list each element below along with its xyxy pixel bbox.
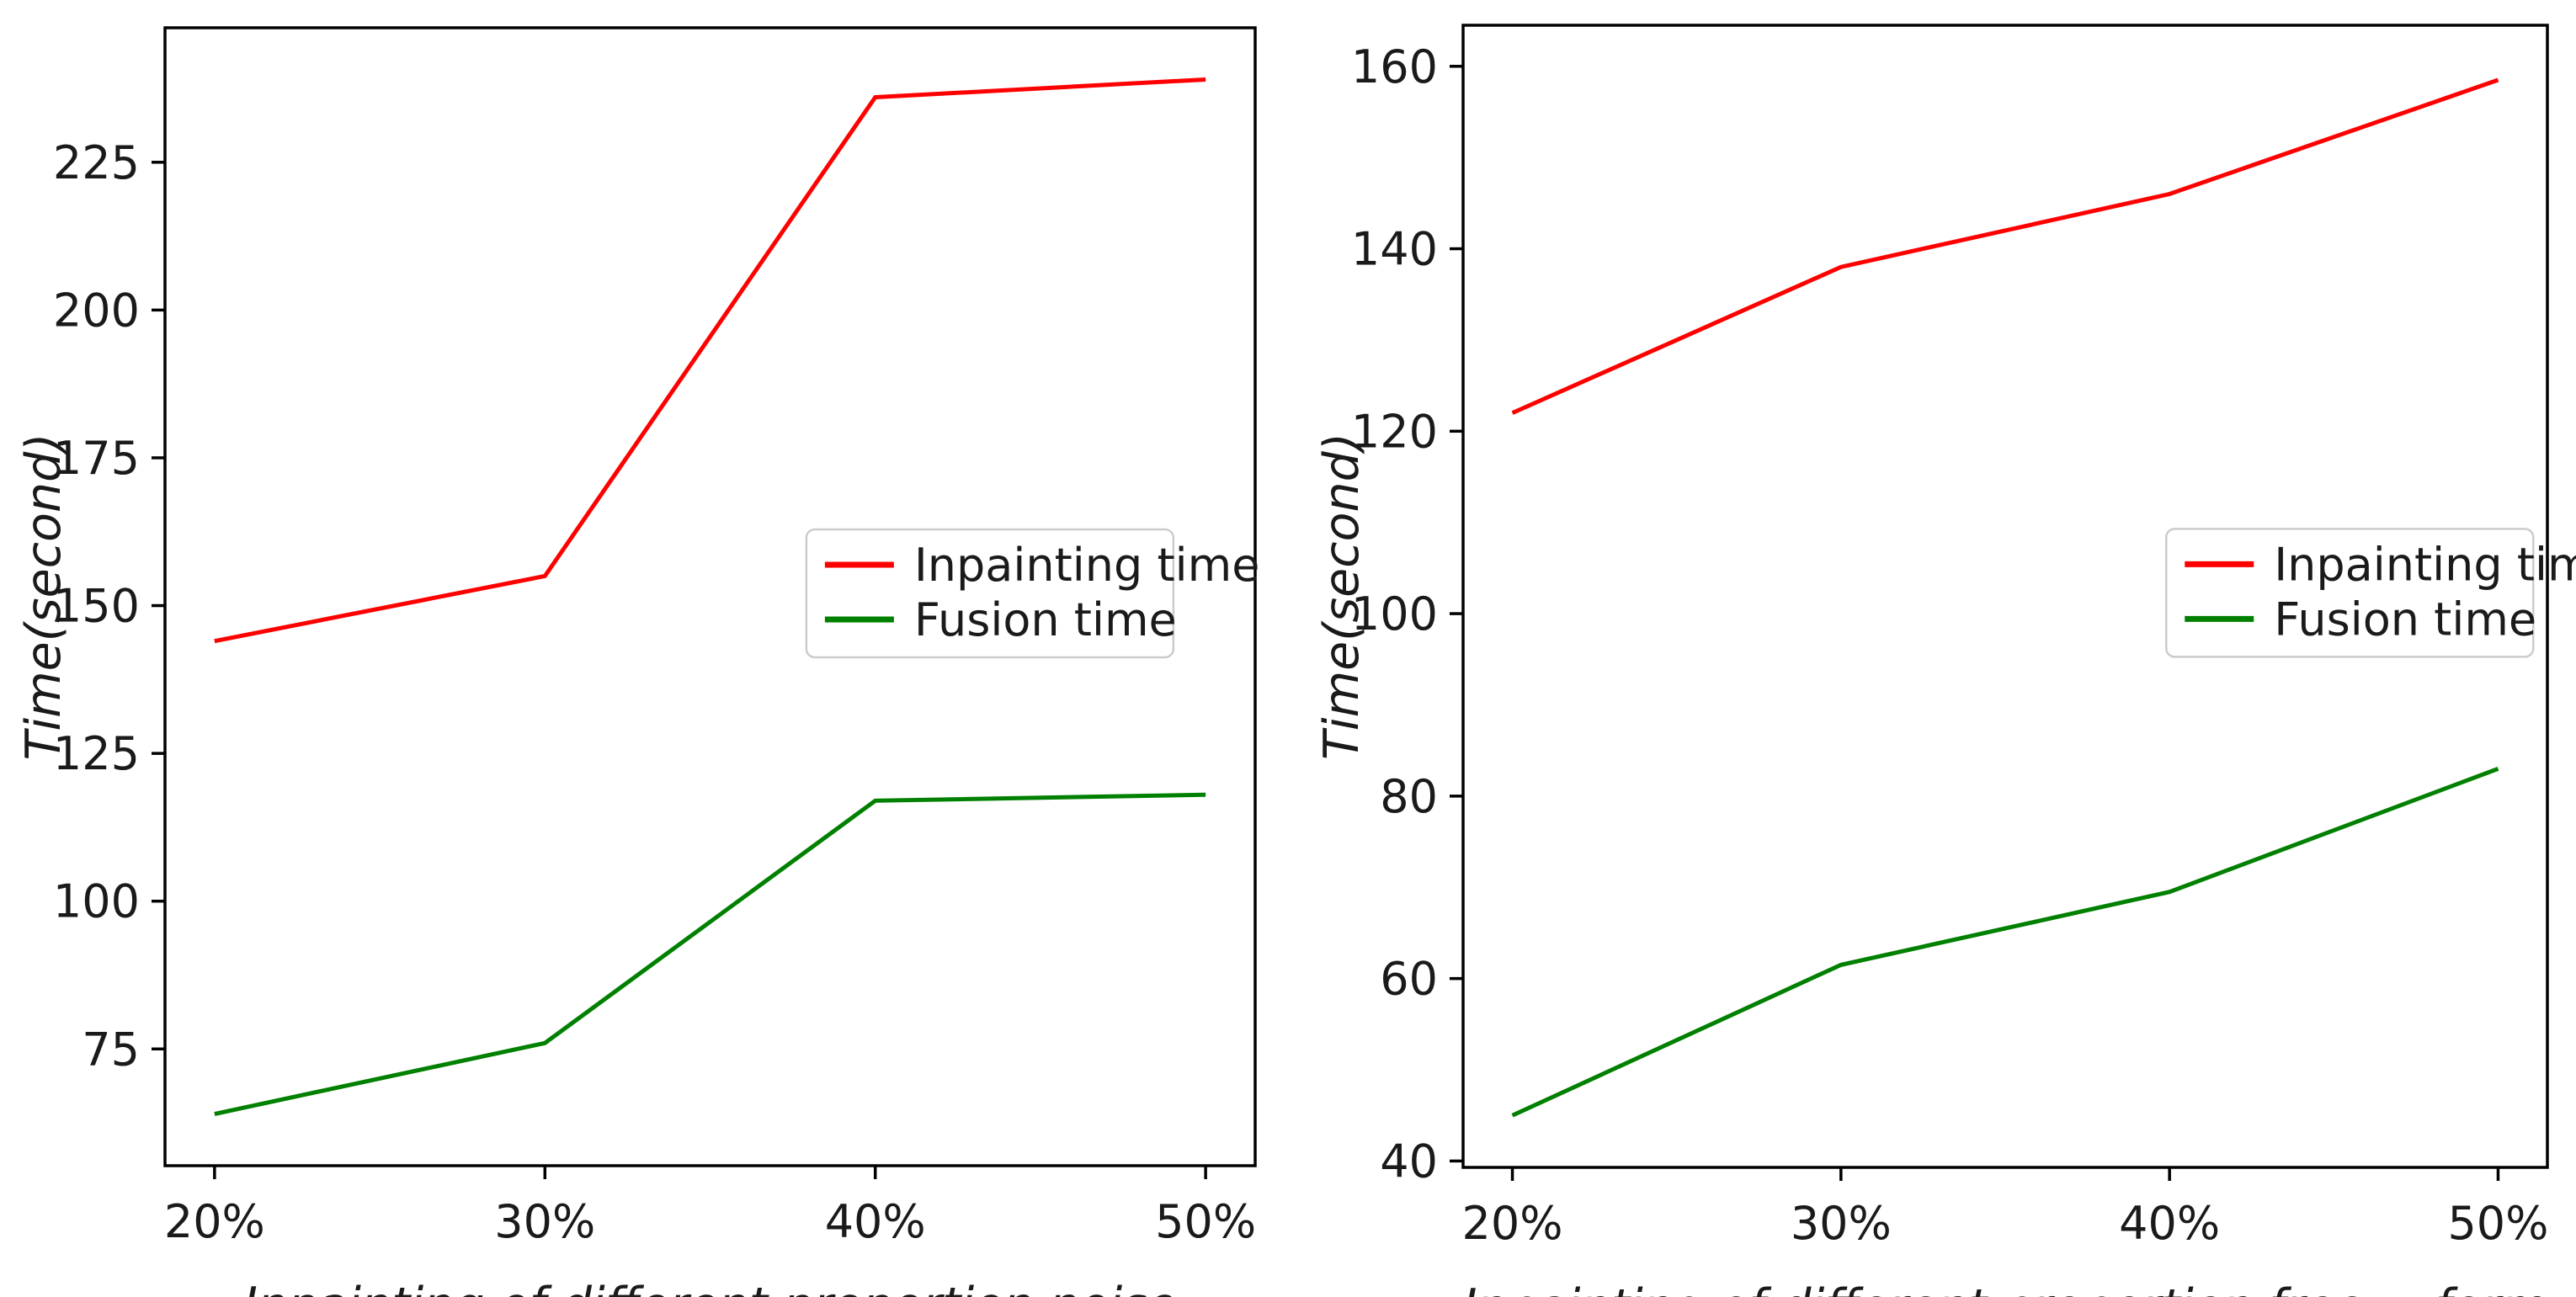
legend-label: Inpainting time — [914, 539, 1260, 592]
y-tick-label: 200 — [53, 284, 140, 337]
plot-frame — [1461, 24, 2549, 1169]
y-axis-label: Time(second) — [16, 433, 72, 760]
y-tick-label: 80 — [1380, 770, 1438, 823]
y-tick-label: 75 — [82, 1023, 140, 1076]
y-tick-label: 100 — [53, 875, 140, 928]
series-line-fusion-time — [1511, 767, 2499, 1118]
x-tick-label: 50% — [2447, 1197, 2548, 1250]
x-tick-label: 20% — [1462, 1197, 1563, 1250]
legend-label: Fusion time — [914, 593, 1177, 646]
series-line-inpainting-time — [1511, 77, 2499, 415]
x-tick-label: 40% — [2119, 1197, 2220, 1250]
legend-box — [2165, 528, 2535, 658]
y-tick-label: 125 — [53, 727, 140, 780]
y-axis-label: Time(second) — [1314, 433, 1370, 760]
y-tick-label: 100 — [1351, 587, 1438, 641]
y-tick-label: 120 — [1351, 405, 1438, 458]
y-tick-label: 225 — [53, 136, 140, 189]
y-tick-label: 140 — [1351, 223, 1438, 276]
legend-label: Inpainting time — [2274, 538, 2576, 591]
series-line-inpainting-time — [214, 77, 1206, 644]
x-axis-label: Inpainting of different proportion noise — [243, 1278, 1177, 1297]
y-tick-label: 150 — [53, 580, 140, 633]
y-tick-label: 175 — [53, 432, 140, 485]
x-tick-label: 50% — [1155, 1195, 1256, 1248]
y-tick-label: 60 — [1380, 953, 1438, 1006]
legend-label: Fusion time — [2274, 593, 2536, 646]
series-line-fusion-time — [214, 792, 1206, 1116]
plot-frame — [163, 26, 1257, 1167]
y-tick-label: 40 — [1380, 1135, 1438, 1188]
legend-box — [805, 528, 1175, 659]
x-tick-label: 30% — [1791, 1197, 1892, 1250]
x-tick-label: 40% — [825, 1195, 926, 1248]
x-tick-label: 30% — [494, 1195, 595, 1248]
y-tick-label: 160 — [1351, 40, 1438, 93]
x-tick-label: 20% — [164, 1195, 265, 1248]
x-axis-label: Inpainting of different proportion free … — [1463, 1279, 2548, 1297]
